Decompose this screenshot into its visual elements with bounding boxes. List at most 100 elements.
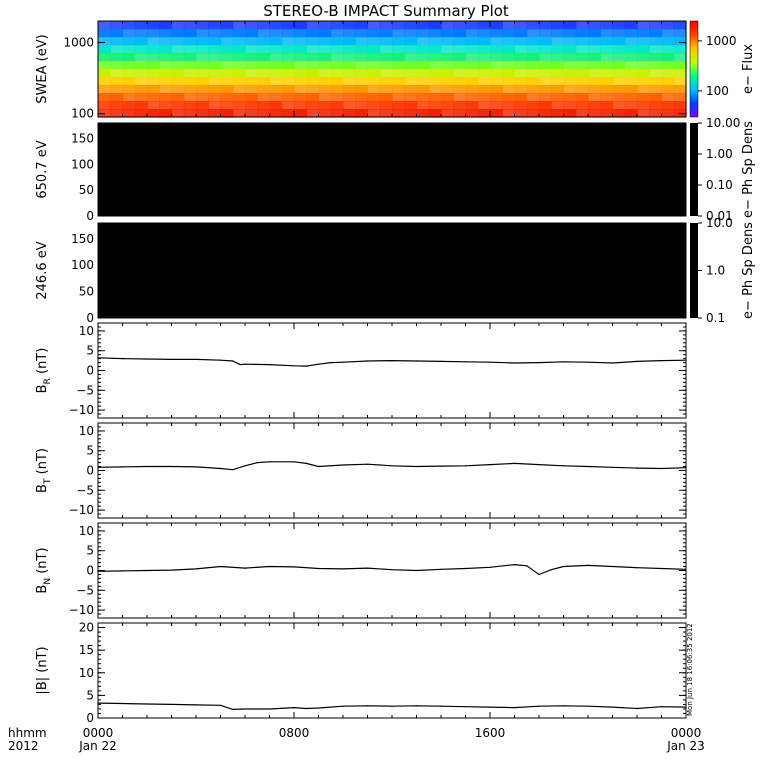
heatmap-cell [355, 85, 369, 94]
heatmap-cell [575, 101, 589, 110]
heatmap-cell [514, 61, 528, 70]
heatmap-cell [269, 53, 283, 62]
heatmap-cell [514, 85, 528, 94]
heatmap-cell [98, 101, 111, 110]
heatmap-cell [294, 37, 307, 46]
heatmap-cell [612, 77, 626, 86]
heatmap-cell [477, 93, 491, 102]
data-point [366, 567, 369, 569]
data-point [317, 707, 320, 709]
heatmap-cell [159, 61, 173, 70]
data-point [121, 358, 124, 360]
heatmap-cell [428, 61, 442, 70]
heatmap-cell [490, 69, 503, 78]
heatmap-cell [637, 45, 650, 54]
y-tick-label: −5 [76, 483, 94, 497]
data-point [293, 461, 295, 463]
heatmap-cell [551, 21, 565, 30]
heatmap-cell [661, 21, 675, 30]
heatmap-cell [575, 77, 589, 86]
heatmap-cell [637, 109, 650, 118]
heatmap-cell [502, 61, 516, 70]
generation-timestamp: Mon Jun 18 16:06:35 2012 [686, 623, 694, 716]
data-point [550, 569, 552, 571]
data-point [587, 705, 589, 707]
heatmap-cell [539, 21, 552, 30]
heatmap-cell [539, 85, 552, 94]
heatmap-cell [367, 53, 381, 62]
heatmap-cell [612, 69, 626, 78]
heatmap-cell [306, 53, 320, 62]
y-tick-label: −10 [69, 503, 94, 517]
heatmap-cell [343, 93, 356, 102]
heatmap-cell [502, 53, 516, 62]
heatmap-cell [526, 53, 540, 62]
heatmap-cell [343, 53, 356, 62]
heatmap-cell [453, 77, 467, 86]
heatmap-cell [477, 29, 491, 38]
data-point [232, 469, 234, 471]
y-axis-label-unit: (nT) [35, 547, 50, 577]
heatmap-cell [196, 85, 209, 94]
heatmap-cell [257, 29, 271, 38]
data-point [526, 565, 528, 567]
heatmap-cell [269, 37, 283, 46]
heatmap-cell [649, 45, 663, 54]
heatmap-cell [306, 37, 320, 46]
heatmap-cell [416, 37, 430, 46]
heatmap-cell [98, 93, 111, 102]
heatmap-cell [441, 109, 454, 118]
heatmap-cell [661, 77, 675, 86]
heatmap-cell [355, 29, 369, 38]
heatmap-cell [416, 69, 430, 78]
heatmap-cell [220, 53, 234, 62]
heatmap-cell [355, 45, 369, 54]
heatmap-cell [539, 101, 552, 110]
data-point [513, 462, 516, 464]
heatmap-cell [367, 37, 381, 46]
heatmap-cell [183, 61, 197, 70]
heatmap-cell [122, 53, 136, 62]
heatmap-cell [465, 53, 479, 62]
data-point [587, 465, 589, 468]
heatmap-cell [134, 77, 148, 86]
heatmap-cell [624, 69, 638, 78]
y-tick-label: 50 [79, 285, 94, 299]
heatmap-cell [343, 61, 356, 70]
heatmap-cell [232, 69, 246, 78]
heatmap-cell [600, 69, 614, 78]
colorbar-tick-label: 100 [706, 84, 729, 98]
heatmap-cell [122, 93, 136, 102]
heatmap-cell [379, 101, 393, 110]
heatmap-cell [379, 77, 393, 86]
heatmap-cell [624, 109, 638, 118]
heatmap-cell [294, 29, 307, 38]
heatmap-cell [649, 21, 663, 30]
heatmap-cell [526, 93, 540, 102]
heatmap-cell [624, 85, 638, 94]
heatmap-cell [661, 61, 675, 70]
heatmap-cell [196, 21, 209, 30]
data-point [415, 465, 418, 468]
heatmap-cell [465, 101, 479, 110]
data-point [342, 361, 344, 363]
data-point [170, 465, 173, 468]
heatmap-cell [232, 109, 246, 118]
heatmap-cell [343, 77, 356, 86]
heatmap-cell [269, 77, 283, 86]
heatmap-cell [281, 53, 295, 62]
heatmap-cell [526, 85, 540, 94]
panel-frame [97, 622, 687, 719]
heatmap-cell [134, 53, 148, 62]
heatmap-cell [110, 21, 124, 30]
heatmap-cell [147, 21, 160, 30]
heatmap-cell [563, 85, 577, 94]
heatmap-cell [318, 21, 332, 30]
heatmap-cell [281, 61, 295, 70]
heatmap-cell [428, 45, 442, 54]
heatmap-cell [392, 21, 405, 30]
heatmap-cell [318, 37, 332, 46]
heatmap-cell [183, 109, 197, 118]
heatmap-cell [502, 45, 516, 54]
